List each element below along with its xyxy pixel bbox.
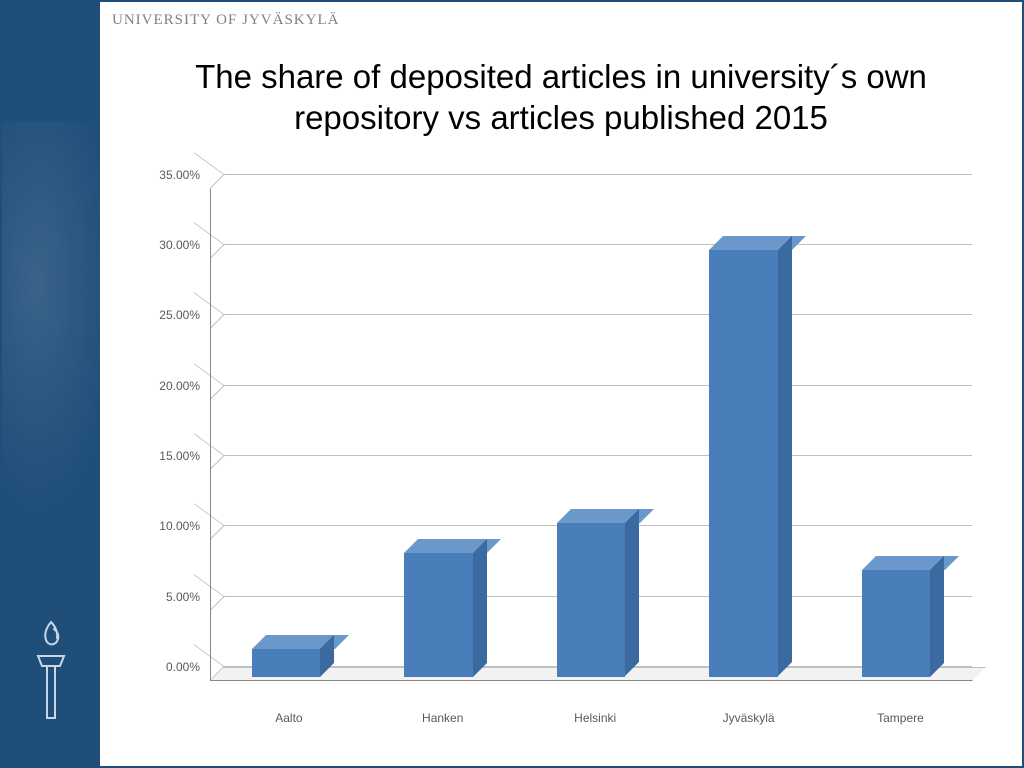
content-area: UNIVERSITY OF JYVÄSKYLÄ The share of dep… [100, 2, 1022, 766]
torch-logo-icon [28, 616, 74, 726]
bar [557, 523, 626, 676]
y-axis-label: 0.00% [166, 660, 210, 674]
y-axis-label: 15.00% [159, 449, 210, 463]
x-axis-label: Jyväskylä [723, 681, 775, 725]
y-axis-label: 30.00% [159, 238, 210, 252]
bar-side [930, 556, 944, 677]
chart-container: 0.00% 5.00% 10.00% 15.00% 20.00% 25.00% 30.00%… [110, 149, 1012, 757]
slide-title: The share of deposited articles in unive… [110, 38, 1012, 149]
x-axis-label: Helsinki [574, 681, 616, 725]
bar-front [862, 570, 931, 677]
institution-name: UNIVERSITY OF JYVÄSKYLÄ [112, 12, 339, 29]
bar-side [625, 509, 639, 676]
bar-side [778, 236, 792, 676]
bar-front [404, 553, 473, 677]
y-axis-line [210, 189, 211, 682]
bar [252, 649, 321, 677]
bar [862, 570, 931, 677]
y-axis-label: 5.00% [166, 590, 210, 604]
bar-front [557, 523, 626, 676]
bar-slot: Jyväskylä [709, 189, 778, 682]
y-axis-label: 35.00% [159, 168, 210, 182]
y-axis-label: 25.00% [159, 308, 210, 322]
slide-frame: UNIVERSITY OF JYVÄSKYLÄ The share of dep… [0, 0, 1024, 768]
bar-slot: Helsinki [557, 189, 626, 682]
gridline [224, 174, 972, 175]
bar-slot: Hanken [404, 189, 473, 682]
bar-slot: Aalto [252, 189, 321, 682]
bar-slot: Tampere [862, 189, 931, 682]
y-axis-label: 10.00% [159, 519, 210, 533]
bar [404, 553, 473, 677]
y-axis-label: 20.00% [159, 379, 210, 393]
bar-chart-3d: 0.00% 5.00% 10.00% 15.00% 20.00% 25.00% 30.00%… [140, 179, 982, 737]
bar-front [252, 649, 321, 677]
x-axis-label: Hanken [422, 681, 463, 725]
bar-side [473, 539, 487, 677]
brand-sidebar [2, 2, 100, 766]
bar-front [709, 250, 778, 676]
header-bar: UNIVERSITY OF JYVÄSKYLÄ [110, 2, 1012, 38]
x-axis-label: Tampere [877, 681, 924, 725]
x-axis-label: Aalto [275, 681, 302, 725]
bar [709, 250, 778, 676]
